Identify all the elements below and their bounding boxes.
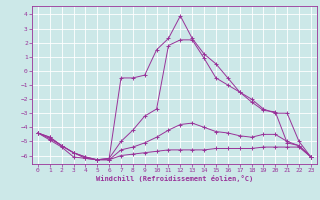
X-axis label: Windchill (Refroidissement éolien,°C): Windchill (Refroidissement éolien,°C) <box>96 175 253 182</box>
